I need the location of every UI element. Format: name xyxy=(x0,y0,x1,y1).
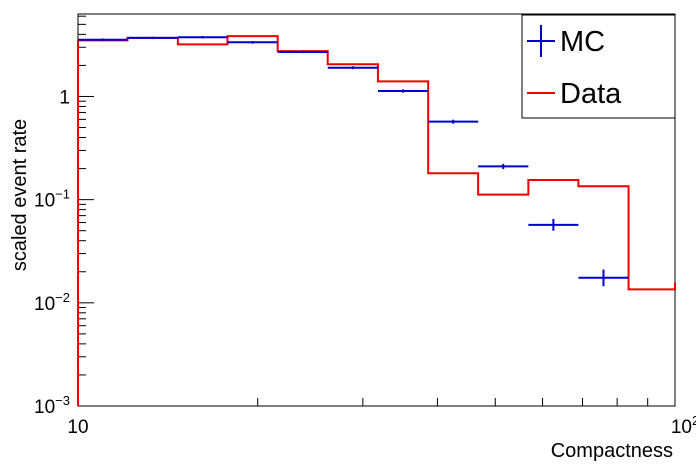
x-axis-title: Compactness xyxy=(551,440,673,462)
y-tick-label: 1 xyxy=(59,87,70,108)
data-step-line xyxy=(77,35,676,406)
mc-point xyxy=(227,40,278,44)
mc-point xyxy=(578,269,629,287)
y-axis-title: scaled event rate xyxy=(9,119,31,271)
legend: MC Data xyxy=(521,14,676,119)
legend-label-data: Data xyxy=(560,78,622,110)
mc-series-points xyxy=(78,36,629,287)
y-tick-label: 10−2 xyxy=(34,290,70,315)
mc-point xyxy=(428,119,479,124)
mc-point xyxy=(277,50,328,54)
mc-point xyxy=(528,218,579,231)
legend-mc-marker xyxy=(527,25,555,57)
legend-box xyxy=(521,14,676,119)
mc-point xyxy=(478,163,529,170)
mc-point xyxy=(377,89,429,93)
mc-point xyxy=(177,36,228,39)
y-tick-label: 10−3 xyxy=(34,393,70,418)
y-tick-label: 10−1 xyxy=(34,187,70,212)
x-tick-label: 10 xyxy=(67,417,88,438)
data-series-line xyxy=(77,35,676,406)
legend-label-mc: MC xyxy=(560,26,605,58)
mc-point xyxy=(327,66,378,70)
axis-ticks xyxy=(77,15,676,407)
x-tick-label: 102 xyxy=(671,413,696,438)
tick-labels: 10−3 10−2 10−1 1 10 102 xyxy=(34,87,696,438)
mc-point xyxy=(78,38,128,41)
mc-point xyxy=(127,36,178,40)
